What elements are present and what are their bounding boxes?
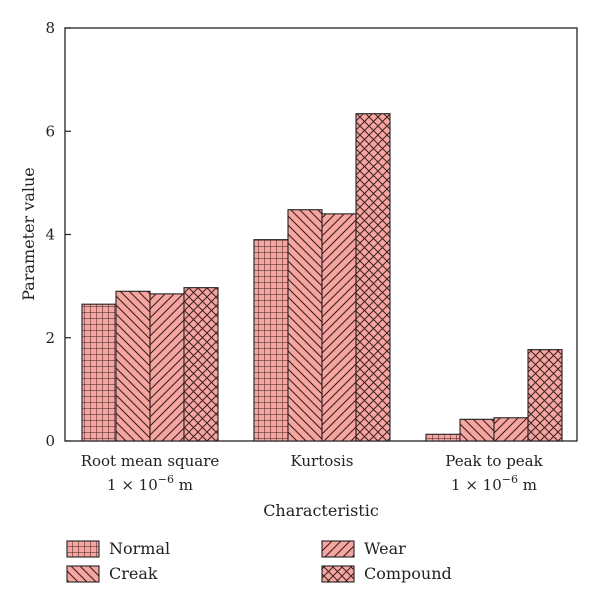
legend-label-wear: Wear [364, 539, 406, 558]
legend-swatch-normal [66, 540, 100, 558]
bar-wear-1 [321, 213, 357, 442]
x-category-unit: 1 × 10−6 m [451, 473, 537, 494]
bars-group [81, 113, 563, 442]
legend-swatch-creak [66, 565, 100, 583]
x-category-label: Root mean square [81, 452, 220, 470]
bar-compound-0 [183, 287, 219, 442]
y-axis: 0 2 4 6 8 [45, 19, 71, 450]
unit-suffix: m [518, 476, 537, 494]
bar-wear-2 [493, 417, 529, 442]
legend-swatch-compound [321, 565, 355, 583]
legend: Normal Creak Wear Compound [66, 539, 452, 583]
y-axis-label: Parameter value [19, 167, 38, 301]
bar-normal-2 [425, 433, 461, 442]
legend-label-normal: Normal [109, 539, 170, 558]
y-tick-label: 4 [45, 226, 55, 244]
unit-exponent: −6 [158, 473, 174, 486]
bar-compound-1 [355, 113, 391, 442]
bar-compound-2 [527, 349, 563, 442]
x-category-unit: 1 × 10−6 m [107, 473, 193, 494]
x-category-label: Peak to peak [445, 452, 543, 470]
legend-label-compound: Compound [364, 564, 452, 583]
y-tick-label: 6 [45, 122, 55, 140]
unit-prefix: 1 × 10 [107, 476, 158, 494]
bar-creak-0 [115, 290, 151, 442]
y-tick-label: 8 [45, 19, 55, 37]
x-category-label: Kurtosis [291, 452, 354, 470]
bar-creak-2 [459, 418, 495, 442]
y-tick-label: 2 [45, 329, 55, 347]
unit-exponent: −6 [502, 473, 518, 486]
unit-suffix: m [174, 476, 193, 494]
unit-prefix: 1 × 10 [451, 476, 502, 494]
bar-normal-1 [253, 239, 289, 442]
y-tick-label: 0 [45, 432, 55, 450]
legend-swatch-wear [321, 540, 355, 558]
bar-normal-0 [81, 303, 117, 442]
bar-wear-0 [149, 293, 185, 442]
x-axis-label: Characteristic [263, 501, 379, 520]
bar-creak-1 [287, 209, 323, 442]
legend-label-creak: Creak [109, 564, 158, 583]
